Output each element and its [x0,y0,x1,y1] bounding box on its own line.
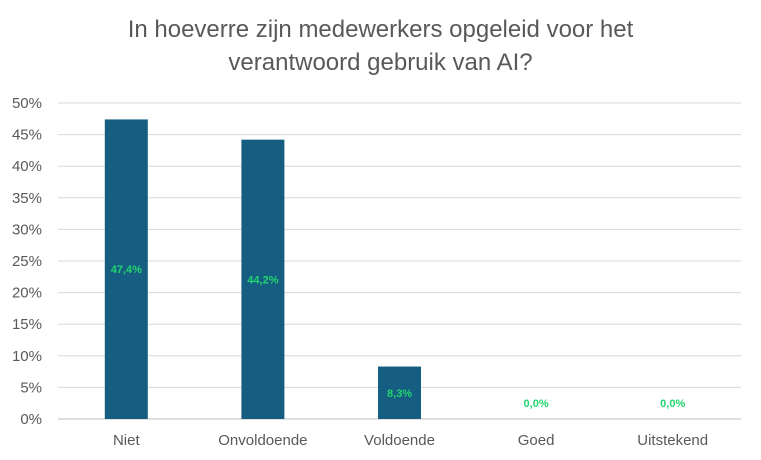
bar-niet [104,119,148,419]
data-label: 44,2% [247,274,278,286]
y-tick-label: 35% [12,190,42,207]
y-tick-label: 5% [20,379,42,396]
bar-voldoende [378,366,421,419]
y-tick-label: 50% [12,95,42,112]
data-label: 0,0% [524,398,549,410]
data-label: 8,3% [387,388,412,400]
y-tick-label: 20% [12,285,42,302]
y-tick-label: 0% [20,411,42,428]
bar-onvoldoende [241,139,285,419]
y-tick-label: 45% [12,127,42,144]
x-tick-label: Voldoende [364,432,435,449]
x-tick-label: Uitstekend [637,432,708,449]
y-tick-label: 25% [12,253,42,270]
x-tick-label: Onvoldoende [218,432,307,449]
chart-title: In hoeverre zijn medewerkers opgeleid vo… [127,16,634,76]
y-tick-label: 30% [12,221,42,238]
x-tick-label: Niet [113,432,141,449]
y-tick-label: 40% [12,158,42,175]
data-label: 0,0% [660,398,685,410]
data-label: 47,4% [111,264,142,276]
y-tick-label: 15% [12,316,42,333]
y-tick-label: 10% [12,348,42,365]
x-tick-label: Goed [518,432,555,449]
